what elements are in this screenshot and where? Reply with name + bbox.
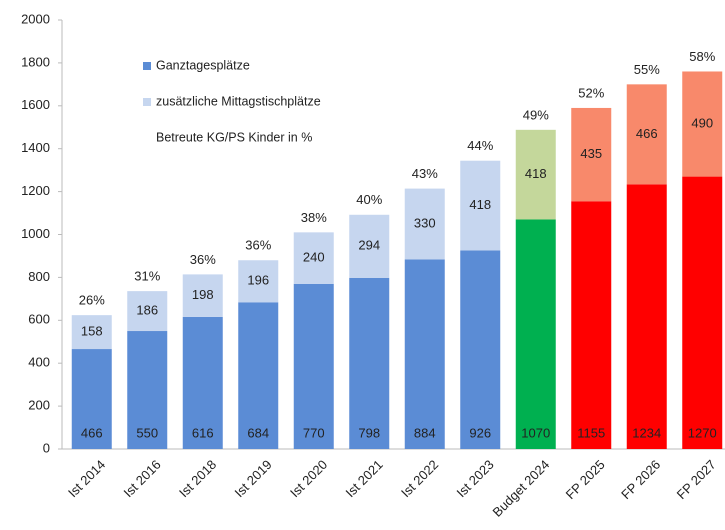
bar-segment	[71, 349, 112, 449]
percent-label: 26%	[79, 293, 105, 308]
y-tick-label: 0	[43, 440, 50, 455]
value-label: 1234	[632, 425, 661, 440]
percent-label: 38%	[301, 210, 327, 225]
x-tick-label: Ist 2016	[120, 457, 163, 500]
bar-segment	[571, 201, 612, 449]
legend-label: Ganztagesplätze	[156, 58, 250, 72]
y-tick-label: 1400	[21, 140, 50, 155]
bar-segment	[682, 71, 723, 177]
bar-segment	[626, 84, 667, 185]
percent-label: 40%	[356, 192, 382, 207]
value-label: 196	[247, 273, 269, 288]
value-label: 240	[303, 250, 325, 265]
percent-label: 49%	[523, 107, 549, 122]
percent-label: 44%	[467, 138, 493, 153]
value-label: 798	[358, 425, 380, 440]
bar-segment	[349, 214, 390, 278]
value-label: 330	[414, 215, 436, 230]
bar-segment	[238, 260, 279, 303]
legend-swatch	[143, 98, 151, 106]
bar-segment	[71, 315, 112, 350]
bar-segment	[127, 331, 168, 449]
value-label: 198	[192, 287, 214, 302]
y-tick-label: 1000	[21, 226, 50, 241]
bar-segment	[404, 188, 445, 260]
y-tick-label: 800	[28, 269, 50, 284]
percent-label: 36%	[245, 238, 271, 253]
value-label: 466	[636, 126, 658, 141]
x-tick-label: FP 2026	[618, 457, 663, 502]
value-label: 418	[525, 166, 547, 181]
x-tick-label: FP 2027	[674, 457, 719, 502]
bar-segment	[460, 250, 501, 449]
y-tick-label: 400	[28, 355, 50, 370]
value-label: 418	[469, 197, 491, 212]
value-label: 158	[81, 324, 103, 339]
y-tick-label: 2000	[21, 11, 50, 26]
x-tick-label: Ist 2019	[231, 457, 274, 500]
x-tick-label: Ist 2021	[342, 457, 385, 500]
bar-segment	[293, 283, 334, 449]
percent-label: 31%	[134, 269, 160, 284]
value-label: 294	[358, 238, 380, 253]
value-label: 1270	[688, 425, 717, 440]
percent-label: 52%	[578, 85, 604, 100]
value-label: 466	[81, 425, 103, 440]
percent-label: 55%	[634, 62, 660, 77]
value-label: 435	[580, 146, 602, 161]
value-label: 1070	[521, 425, 550, 440]
value-label: 616	[192, 425, 214, 440]
bar-segment	[571, 107, 612, 202]
legend-label: Betreute KG/PS Kinder in %	[156, 130, 312, 144]
x-tick-label: Budget 2024	[490, 457, 553, 520]
x-tick-label: Ist 2020	[287, 457, 330, 500]
value-label: 684	[247, 425, 269, 440]
y-tick-label: 200	[28, 398, 50, 413]
x-tick-label: Ist 2018	[176, 457, 219, 500]
value-label: 884	[414, 425, 436, 440]
bar-segment	[349, 277, 390, 449]
value-label: 550	[136, 425, 158, 440]
y-tick-label: 600	[28, 312, 50, 327]
percent-label: 36%	[190, 252, 216, 267]
bar-segment	[682, 176, 723, 449]
bar-segment	[293, 232, 334, 284]
y-tick-label: 1600	[21, 97, 50, 112]
y-tick-label: 1200	[21, 183, 50, 198]
bar-segment	[515, 219, 556, 449]
x-tick-label: Ist 2023	[453, 457, 496, 500]
bar-segment	[238, 302, 279, 449]
percent-label: 43%	[412, 166, 438, 181]
bar-segment	[626, 184, 667, 449]
value-label: 490	[691, 115, 713, 130]
bar-segment	[404, 259, 445, 449]
bar-segment	[182, 316, 223, 449]
bar-segment	[515, 129, 556, 220]
x-tick-label: Ist 2014	[65, 457, 108, 500]
value-label: 926	[469, 425, 491, 440]
value-label: 770	[303, 425, 325, 440]
x-tick-label: Ist 2022	[398, 457, 441, 500]
value-label: 186	[136, 303, 158, 318]
value-label: 1155	[577, 425, 605, 440]
bar-segment	[460, 160, 501, 251]
x-tick-label: FP 2025	[563, 457, 608, 502]
legend-label: zusätzliche Mittagstischplätze	[156, 94, 321, 108]
bar-segment	[182, 274, 223, 317]
bar-segment	[127, 291, 168, 332]
legend-swatch	[143, 62, 151, 70]
y-tick-label: 1800	[21, 54, 50, 69]
percent-label: 58%	[689, 49, 715, 64]
